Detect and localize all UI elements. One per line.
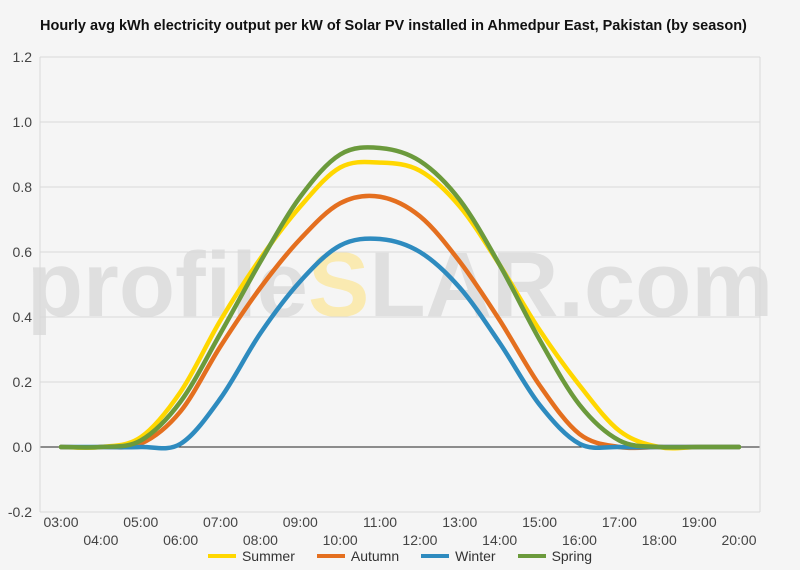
x-tick-label: 04:00 [83, 532, 118, 548]
x-axis-ticks: 03:00 04:00 05:00 06:00 07:00 08:00 09:00 10:00… [43, 514, 756, 548]
y-tick-label: 0.4 [13, 309, 33, 325]
y-tick-label: 0.8 [13, 179, 33, 195]
legend-swatch [517, 554, 546, 558]
legend-label: Spring [551, 548, 593, 564]
y-tick-label: 0.2 [13, 374, 33, 390]
watermark-right: LAR.com [369, 234, 773, 336]
legend-item-winter: Winter [421, 548, 496, 564]
gridlines [39, 56, 761, 513]
y-tick-label: 0.6 [13, 244, 33, 260]
x-tick-label: 10:00 [323, 532, 358, 548]
watermark: profileSLAR.com [27, 234, 773, 336]
legend-label: Autumn [350, 548, 400, 564]
x-tick-label: 19:00 [682, 514, 717, 530]
y-tick-label: 1.2 [13, 49, 33, 65]
legend-item-summer: Summer [207, 548, 295, 564]
x-tick-label: 20:00 [721, 532, 756, 548]
x-tick-label: 13:00 [442, 514, 477, 530]
x-tick-label: 15:00 [522, 514, 557, 530]
legend-item-autumn: Autumn [316, 548, 400, 564]
series-lines [58, 145, 742, 451]
legend-label: Summer [241, 548, 295, 564]
y-tick-label: 0.0 [13, 439, 33, 455]
watermark-sun-letter: S [308, 234, 369, 336]
series-line-summer [58, 159, 742, 451]
x-tick-label: 18:00 [642, 532, 677, 548]
y-tick-label: -0.2 [8, 504, 32, 520]
x-tick-label: 06:00 [163, 532, 198, 548]
y-tick-label: 1.0 [13, 114, 33, 130]
legend-swatch [207, 554, 236, 558]
chart-title: Hourly avg kWh electricity output per kW… [40, 18, 747, 34]
legend-item-spring: Spring [517, 548, 593, 564]
legend-swatch [421, 554, 450, 558]
series-line-winter [58, 236, 742, 451]
x-tick-label: 11:00 [363, 514, 397, 530]
x-tick-label: 05:00 [123, 514, 158, 530]
x-tick-label: 16:00 [562, 532, 597, 548]
x-tick-label: 03:00 [43, 514, 78, 530]
legend-label: Winter [455, 548, 496, 564]
legend: Summer Autumn Winter Spring [0, 548, 800, 564]
y-axis-ticks: -0.2 0.0 0.2 0.4 0.6 0.8 1.0 1.2 [8, 49, 32, 520]
x-tick-label: 14:00 [482, 532, 517, 548]
x-tick-label: 07:00 [203, 514, 238, 530]
x-tick-label: 08:00 [243, 532, 278, 548]
legend-swatch [316, 554, 345, 558]
series-line-spring [58, 145, 742, 450]
x-tick-label: 17:00 [602, 514, 637, 530]
x-tick-label: 09:00 [283, 514, 318, 530]
x-tick-label: 12:00 [402, 532, 437, 548]
